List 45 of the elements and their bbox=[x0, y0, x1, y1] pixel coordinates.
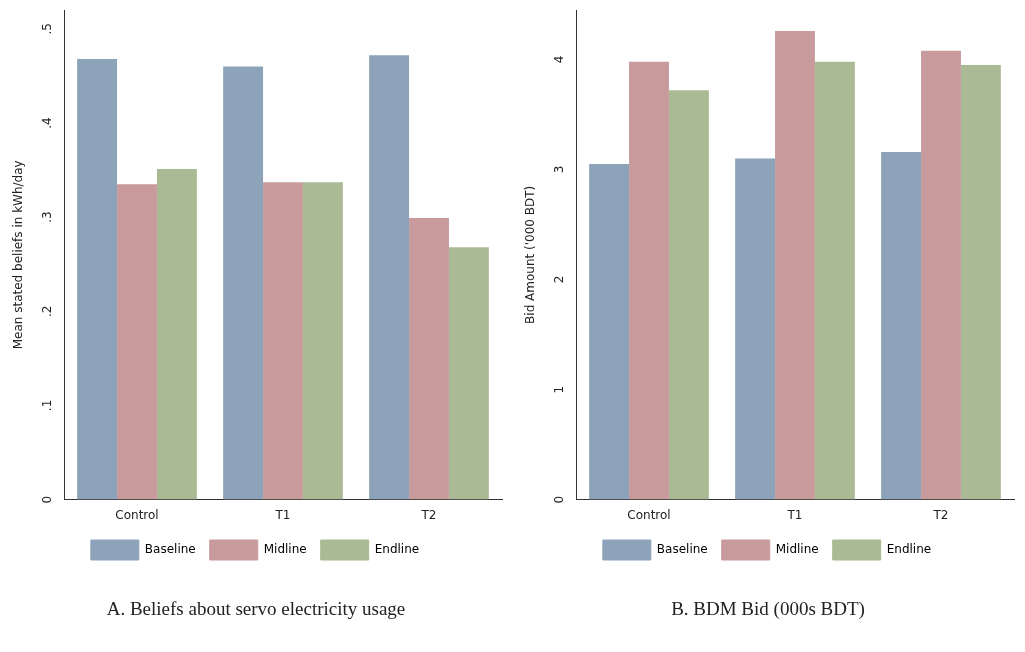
y-tick-label: 2 bbox=[552, 275, 567, 284]
y-tick-label: 0 bbox=[552, 495, 567, 504]
bar bbox=[881, 151, 922, 500]
bar bbox=[448, 247, 489, 500]
x-tick-label: T2 bbox=[932, 507, 949, 522]
bar bbox=[775, 30, 815, 500]
bar bbox=[369, 55, 410, 500]
bar bbox=[77, 58, 118, 500]
legend-label: Endline bbox=[886, 542, 932, 557]
y-tick-label: 3 bbox=[552, 165, 567, 174]
bar bbox=[117, 184, 157, 500]
x-tick-label: Control bbox=[115, 507, 159, 522]
y-tick-label: 0 bbox=[40, 495, 55, 504]
bar bbox=[302, 182, 343, 500]
text: A. Beliefs about servo electricity usage bbox=[105, 598, 407, 620]
y-tick-label: .5 bbox=[40, 23, 55, 35]
x-tick-label: T2 bbox=[420, 507, 437, 522]
y-tick-label: 4 bbox=[552, 55, 567, 64]
bar bbox=[960, 65, 1001, 500]
legend-label: Endline bbox=[374, 542, 420, 557]
bar bbox=[668, 90, 709, 500]
y-tick-label: .2 bbox=[40, 305, 55, 318]
legend-label: Baseline bbox=[656, 542, 708, 557]
y-tick-label: .4 bbox=[40, 117, 55, 129]
x-tick-label: Control bbox=[627, 507, 671, 522]
bar bbox=[156, 169, 197, 500]
bar bbox=[223, 66, 264, 500]
legend-label: Midline bbox=[263, 542, 307, 557]
legend-label: Midline bbox=[775, 542, 819, 557]
bar bbox=[589, 164, 630, 500]
x-tick-label: T1 bbox=[274, 507, 291, 522]
x-tick-label: T1 bbox=[786, 507, 803, 522]
y-tick-label: .1 bbox=[40, 399, 55, 412]
legend-label: Baseline bbox=[144, 542, 196, 557]
text: B. BDM Bid (000s BDT) bbox=[670, 598, 866, 620]
bar bbox=[735, 158, 776, 500]
bar bbox=[921, 50, 961, 500]
y-tick-label: 1 bbox=[552, 385, 567, 394]
y-tick-label: .3 bbox=[40, 211, 55, 223]
y-axis-title: Bid Amount ('000 BDT) bbox=[523, 185, 538, 324]
bar bbox=[814, 61, 855, 500]
y-axis-title: Mean stated beliefs in kWh/day bbox=[11, 160, 26, 350]
bar bbox=[629, 61, 669, 500]
bar bbox=[409, 218, 449, 500]
bar bbox=[263, 182, 303, 500]
